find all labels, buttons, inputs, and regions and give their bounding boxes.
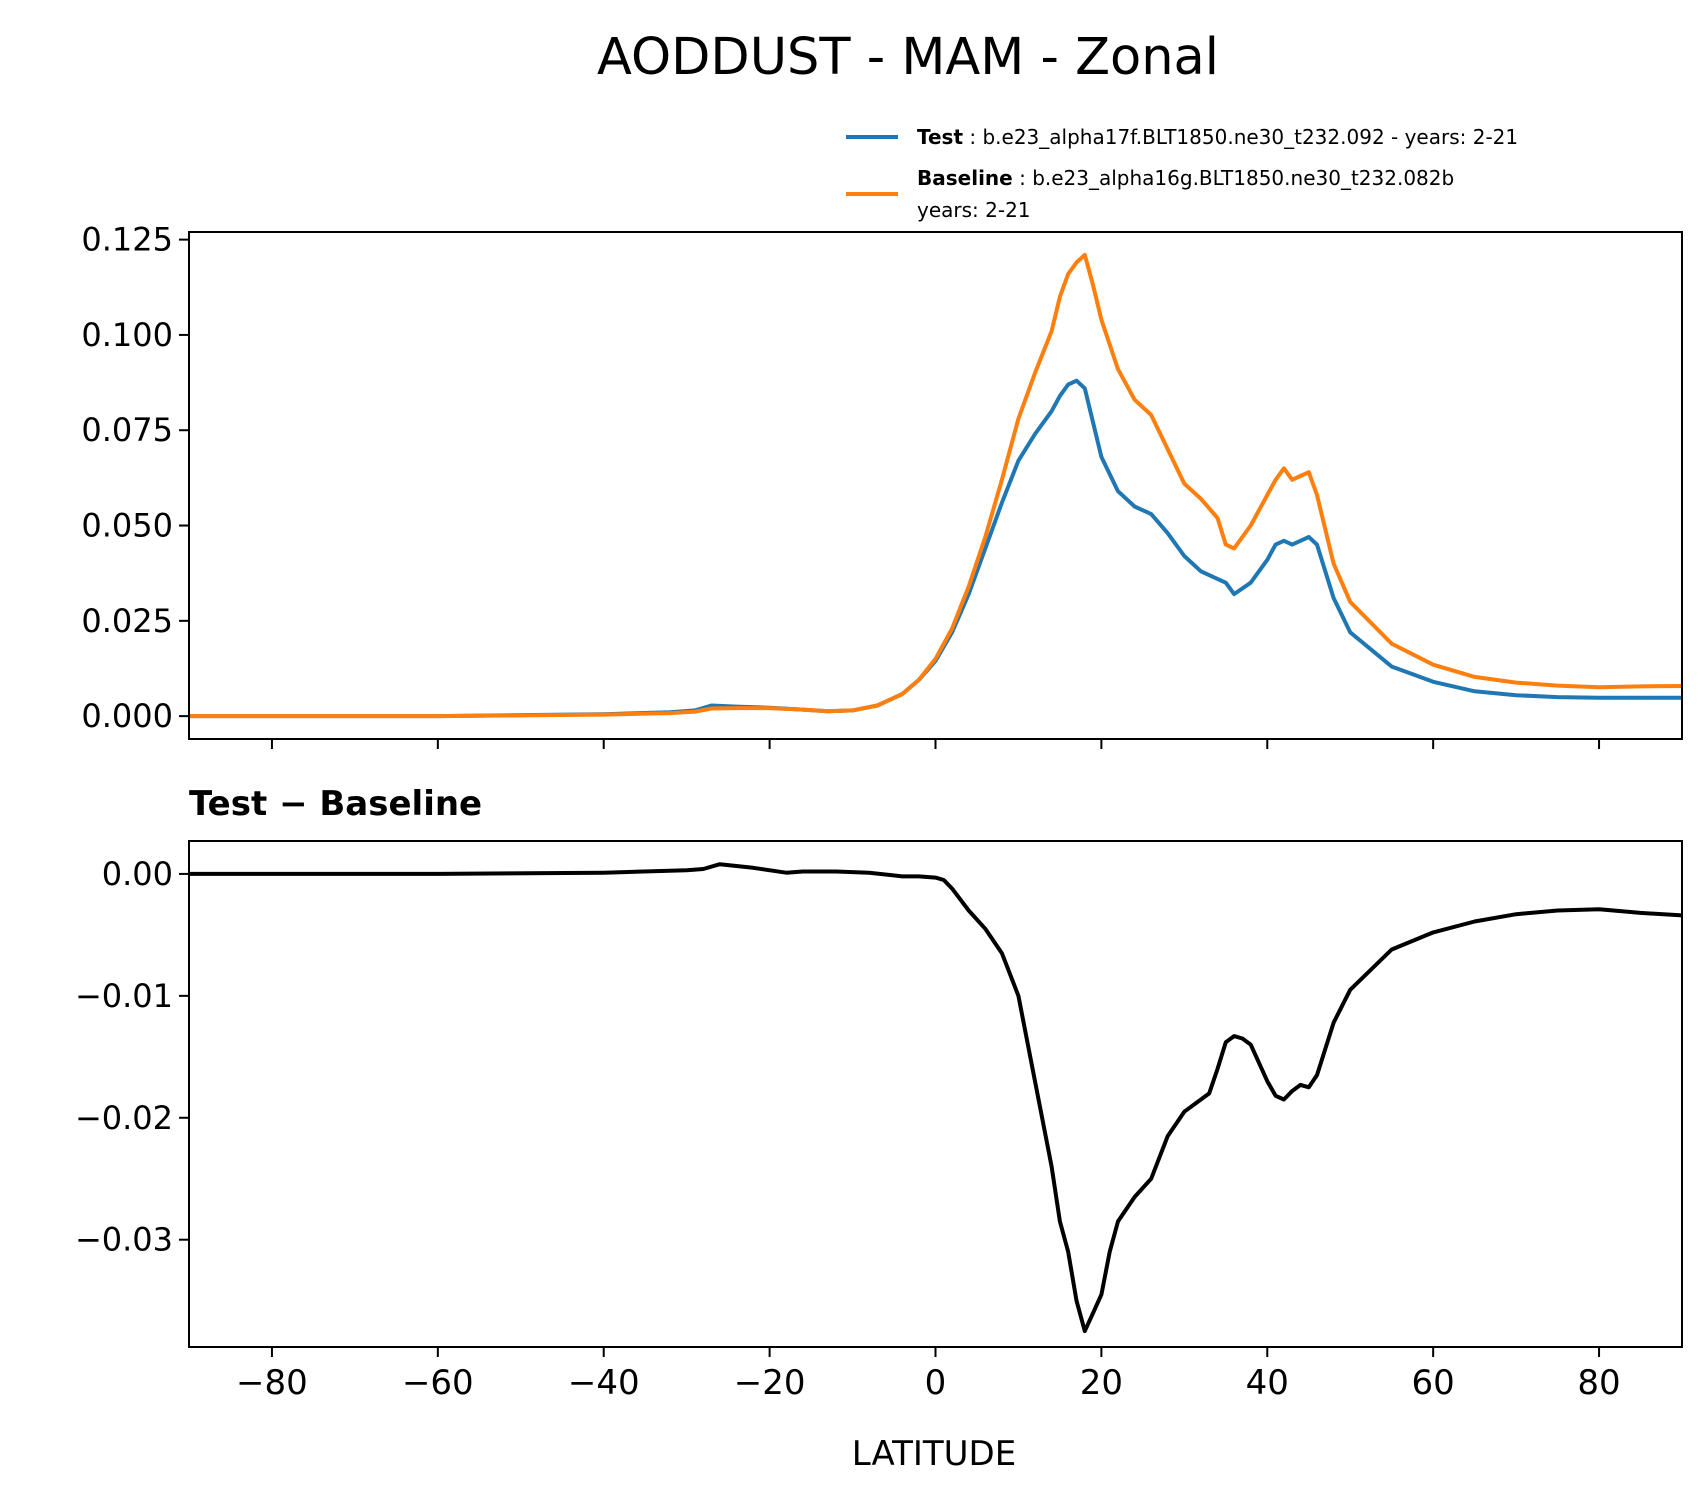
legend-baseline-entry: Baseline : b.e23_alpha16g.BLT1850.ne30_t… bbox=[917, 166, 1454, 190]
top-y-tick-label: 0.025 bbox=[81, 602, 173, 640]
top-y-tick-label: 0.075 bbox=[81, 411, 173, 449]
top-y-tick-label: 0.125 bbox=[81, 221, 173, 259]
legend-baseline-text: : b.e23_alpha16g.BLT1850.ne30_t232.082b bbox=[1013, 166, 1454, 190]
test-line bbox=[189, 378, 1682, 719]
difference-plot: 0.00 −0.01 −0.02 −0.03 −80 −60 −40 −20 0 20 40 60 8… bbox=[75, 840, 1683, 1403]
bottom-y-tick-label: −0.02 bbox=[75, 1099, 173, 1137]
legend: Test : b.e23_alpha17f.BLT1850.ne30_t232.… bbox=[846, 125, 1518, 222]
bottom-x-tick-label: 40 bbox=[1246, 1363, 1289, 1403]
legend-test-entry: Test : b.e23_alpha17f.BLT1850.ne30_t232.… bbox=[917, 125, 1518, 149]
bottom-x-tick-label: 60 bbox=[1412, 1363, 1455, 1403]
bottom-x-ticks: −80 −60 −40 −20 0 20 40 60 80 bbox=[236, 1347, 1621, 1403]
bottom-x-tick-label: 80 bbox=[1577, 1363, 1620, 1403]
legend-baseline-text2: years: 2-21 bbox=[917, 198, 1031, 222]
bottom-x-tick-label: −60 bbox=[402, 1363, 474, 1403]
top-plot: 0.000 0.025 0.050 0.075 0.100 0.125 bbox=[81, 221, 1683, 749]
figure-title: AODDUST - MAM - Zonal bbox=[597, 28, 1219, 87]
top-lines bbox=[189, 252, 1683, 719]
bottom-y-tick-label: −0.03 bbox=[75, 1221, 173, 1259]
top-plot-frame bbox=[188, 231, 1683, 740]
bottom-y-ticks: 0.00 −0.01 −0.02 −0.03 bbox=[75, 855, 189, 1259]
legend-test-text: : b.e23_alpha17f.BLT1850.ne30_t232.092 -… bbox=[963, 125, 1518, 149]
difference-line bbox=[189, 862, 1683, 1334]
top-y-ticks: 0.000 0.025 0.050 0.075 0.100 0.125 bbox=[81, 221, 189, 735]
bottom-x-tick-label: −40 bbox=[568, 1363, 640, 1403]
bottom-x-tick-label: 0 bbox=[925, 1363, 947, 1403]
bottom-lines bbox=[189, 862, 1683, 1334]
bottom-x-tick-label: −80 bbox=[236, 1363, 308, 1403]
bottom-y-tick-label: 0.00 bbox=[102, 855, 173, 893]
top-x-ticks bbox=[270, 739, 1601, 749]
baseline-line bbox=[189, 252, 1683, 719]
subplot-title: Test − Baseline bbox=[189, 784, 482, 824]
bottom-x-tick-label: −20 bbox=[734, 1363, 806, 1403]
bottom-y-tick-label: −0.01 bbox=[75, 977, 173, 1015]
legend-baseline-label: Baseline bbox=[917, 166, 1013, 190]
top-y-tick-label: 0.000 bbox=[81, 697, 173, 735]
top-y-tick-label: 0.050 bbox=[81, 507, 173, 545]
bottom-x-tick-label: 20 bbox=[1080, 1363, 1123, 1403]
bottom-plot-frame bbox=[188, 840, 1683, 1348]
legend-test-label: Test bbox=[917, 125, 963, 149]
top-y-tick-label: 0.100 bbox=[81, 316, 173, 354]
x-axis-label: LATITUDE bbox=[852, 1434, 1016, 1474]
